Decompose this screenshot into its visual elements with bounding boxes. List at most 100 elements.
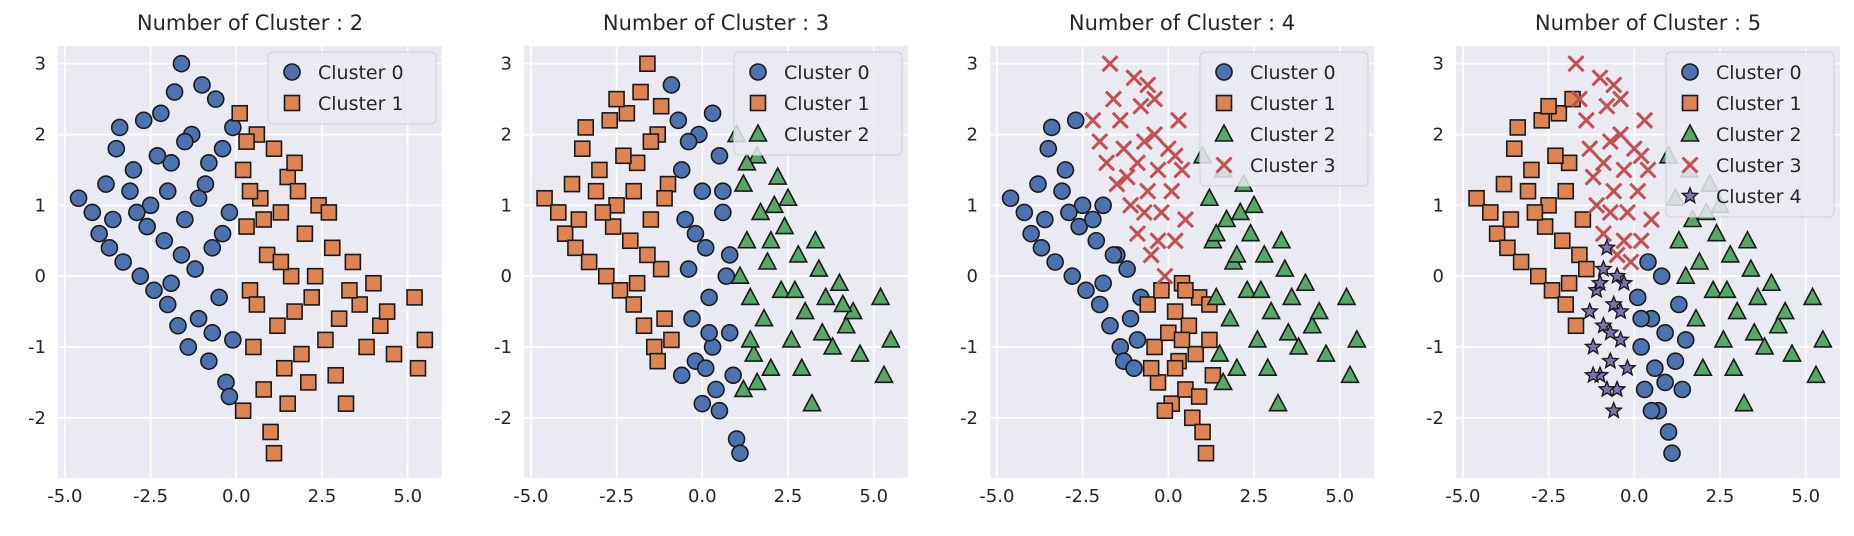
x-tick-label: 2.5 bbox=[774, 486, 803, 507]
x-tick-label: 2.5 bbox=[1706, 486, 1735, 507]
data-point bbox=[169, 316, 187, 335]
data-point bbox=[693, 394, 712, 413]
data-point bbox=[1598, 97, 1616, 115]
data-point bbox=[258, 246, 276, 264]
data-point bbox=[635, 317, 653, 335]
x-tick-label: 0.0 bbox=[1620, 486, 1649, 507]
data-point bbox=[1149, 232, 1167, 250]
data-point bbox=[1553, 232, 1571, 250]
data-point bbox=[791, 357, 812, 377]
data-point bbox=[696, 239, 715, 257]
data-point bbox=[1628, 288, 1647, 307]
data-point bbox=[679, 260, 698, 278]
x-tick-label: -5.0 bbox=[1445, 486, 1480, 507]
data-point bbox=[196, 175, 215, 193]
data-point bbox=[1039, 139, 1058, 158]
data-point bbox=[1094, 196, 1112, 215]
data-point bbox=[724, 366, 742, 385]
data-point bbox=[1632, 147, 1650, 165]
data-point bbox=[1604, 400, 1624, 419]
data-point bbox=[1199, 187, 1220, 207]
data-point bbox=[639, 246, 656, 264]
data-point bbox=[740, 329, 761, 348]
data-point bbox=[1615, 232, 1633, 250]
data-point bbox=[1230, 201, 1251, 221]
data-point bbox=[1090, 295, 1109, 314]
legend-marker bbox=[1681, 94, 1699, 112]
legend-label: Cluster 1 bbox=[1716, 93, 1802, 115]
y-tick-label: -2 bbox=[960, 408, 978, 429]
data-point bbox=[1261, 300, 1281, 320]
data-point bbox=[1309, 300, 1329, 320]
data-point bbox=[1190, 388, 1208, 405]
data-point bbox=[1108, 175, 1126, 193]
data-point bbox=[1347, 329, 1367, 348]
data-point bbox=[1139, 296, 1157, 313]
data-point bbox=[1612, 125, 1630, 144]
legend-marker bbox=[1680, 186, 1700, 205]
legend-marker bbox=[1215, 94, 1233, 112]
data-point bbox=[193, 76, 211, 94]
legend: Cluster 0 Cluster 1 Cluster 2 Cluster 3 bbox=[1199, 51, 1369, 187]
data-point bbox=[1187, 345, 1205, 363]
data-point bbox=[601, 112, 619, 129]
data-point bbox=[549, 204, 567, 221]
data-point bbox=[656, 310, 673, 327]
data-point bbox=[351, 296, 369, 313]
data-point bbox=[203, 324, 222, 342]
data-point bbox=[1741, 258, 1761, 277]
data-point bbox=[1570, 90, 1588, 108]
data-point bbox=[737, 230, 757, 249]
data-point bbox=[696, 359, 715, 378]
data-point bbox=[1593, 315, 1613, 334]
data-point bbox=[587, 182, 605, 200]
data-point bbox=[255, 381, 273, 398]
data-point bbox=[1156, 402, 1174, 420]
data-point bbox=[189, 189, 208, 208]
data-point bbox=[1666, 352, 1685, 370]
data-point bbox=[114, 253, 132, 271]
legend-label: Cluster 0 bbox=[784, 62, 870, 84]
data-point bbox=[829, 272, 850, 292]
data-point bbox=[703, 338, 722, 356]
legend-marker bbox=[749, 63, 767, 81]
data-point bbox=[812, 322, 833, 341]
data-point bbox=[686, 224, 705, 243]
data-point bbox=[757, 251, 778, 270]
data-point bbox=[570, 211, 588, 228]
data-point bbox=[286, 154, 303, 172]
x-tick-label: 0.0 bbox=[1154, 486, 1183, 507]
data-point bbox=[663, 331, 680, 349]
data-point bbox=[1104, 246, 1123, 264]
data-point bbox=[176, 210, 194, 229]
data-point bbox=[1015, 203, 1034, 222]
data-point bbox=[1118, 260, 1136, 278]
data-point bbox=[1128, 154, 1146, 172]
legend: Cluster 0 Cluster 1 bbox=[267, 51, 437, 125]
y-tick-label: -1 bbox=[960, 337, 978, 358]
data-point bbox=[138, 217, 156, 236]
data-point bbox=[1632, 338, 1650, 356]
data-point bbox=[358, 338, 375, 356]
data-point bbox=[1505, 140, 1523, 157]
data-point bbox=[224, 118, 242, 137]
data-point bbox=[1209, 343, 1230, 362]
legend-label: Cluster 1 bbox=[784, 93, 870, 115]
data-point bbox=[1197, 444, 1215, 462]
x-tick-label: -2.5 bbox=[1531, 486, 1566, 507]
data-point bbox=[1206, 222, 1227, 242]
data-point bbox=[1056, 161, 1075, 179]
data-point bbox=[1098, 154, 1116, 172]
chart-panel: -5.0 -2.5 0.0 2.5 5.0 -2 -1 0 1 2 3 Number of Clust… bbox=[28, 11, 442, 507]
data-point bbox=[1495, 175, 1513, 193]
legend: Cluster 0 Cluster 1 Cluster 2 Cluster 3 Clus… bbox=[1665, 51, 1835, 218]
data-point bbox=[293, 345, 310, 363]
data-point bbox=[1588, 196, 1606, 214]
data-point bbox=[1132, 97, 1150, 115]
data-point bbox=[131, 267, 150, 285]
data-points bbox=[69, 54, 434, 462]
data-point bbox=[573, 140, 591, 157]
data-point bbox=[1591, 69, 1609, 87]
data-point bbox=[1775, 300, 1795, 320]
